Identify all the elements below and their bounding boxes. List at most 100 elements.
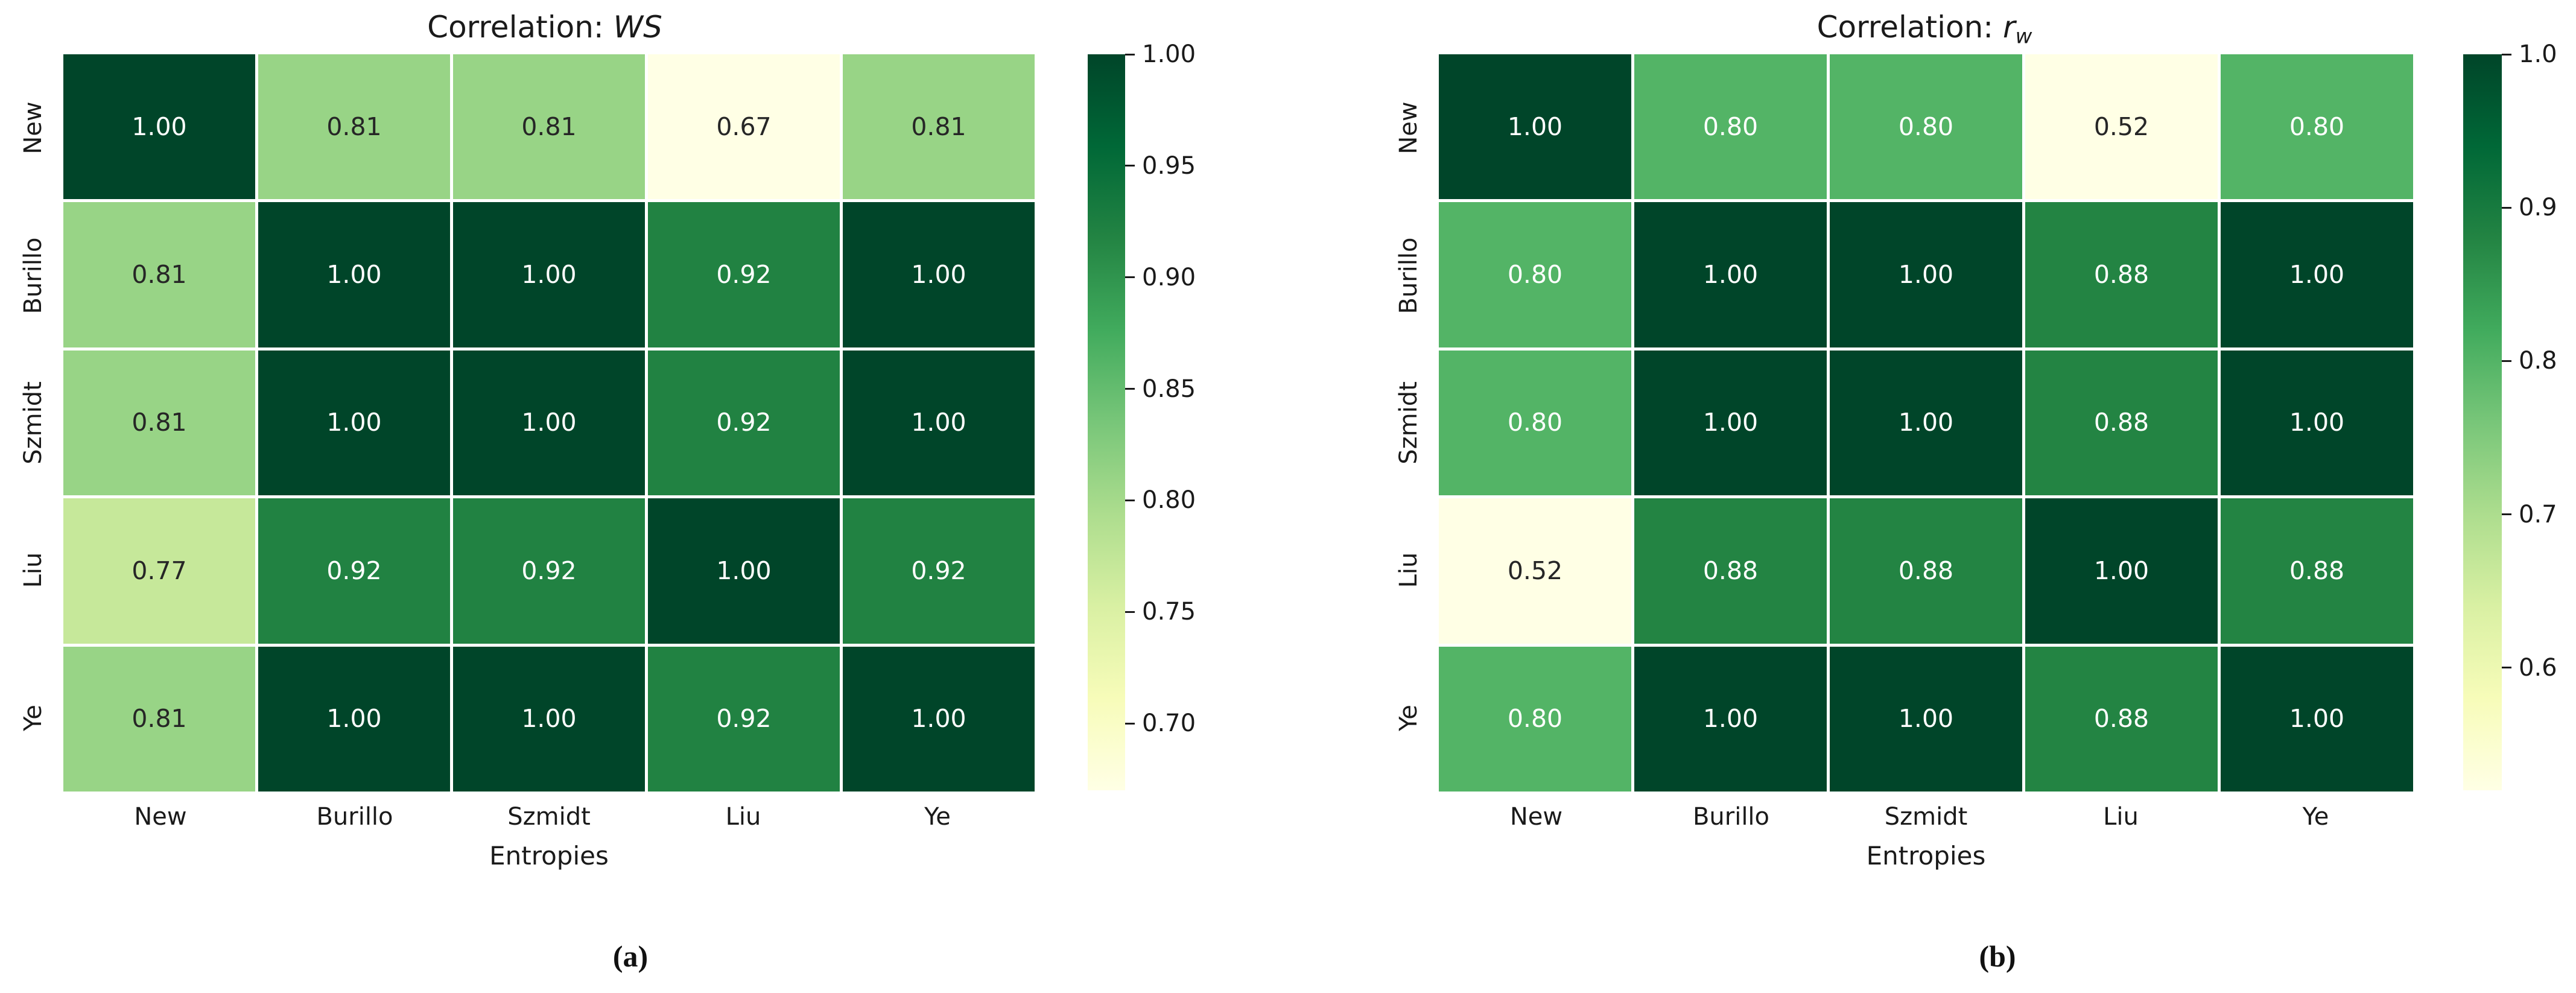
colorbar-tick [1125, 53, 1135, 56]
y-tick-label: Burillo [19, 237, 47, 314]
x-tick-label: New [134, 803, 187, 831]
cell-value: 1.00 [1898, 260, 1954, 290]
heatmap-cell: 0.52 [1439, 498, 1631, 644]
heatmap-cell: 0.92 [648, 202, 840, 347]
heatmap-cell: 0.88 [1830, 498, 2022, 644]
heatmap-grid: 1.00 0.80 0.80 0.52 0.80 0.80 1.00 1.00 0.88 1.00… [1439, 54, 2413, 792]
heatmap-cell: 0.81 [453, 54, 645, 200]
heatmap-cell: 0.81 [63, 646, 255, 792]
cell-value: 0.80 [1507, 704, 1563, 734]
colorbar-tick-label: 0.75 [1142, 598, 1196, 626]
y-tick-label: New [19, 101, 47, 154]
cell-value: 0.52 [2093, 112, 2149, 141]
cell-value: 0.88 [1898, 556, 1954, 585]
cell-value: 0.92 [521, 556, 577, 585]
heatmap-cell: 1.00 [1830, 350, 2022, 496]
cell-value: 0.88 [2093, 704, 2149, 734]
chart-title-math: WS [613, 10, 662, 45]
heatmap-cell: 1.00 [453, 350, 645, 496]
heatmap-cell: 1.00 [2221, 202, 2413, 347]
chart-title-math: r [2003, 10, 2016, 45]
cell-value: 0.81 [326, 112, 382, 141]
heatmap-cell: 0.81 [63, 350, 255, 496]
heatmap-cell: 0.81 [258, 54, 450, 200]
cell-value: 1.00 [1702, 408, 1759, 437]
x-tick-label: Liu [725, 803, 761, 831]
cell-value: 0.81 [521, 112, 577, 141]
heatmap-cell: 1.00 [258, 646, 450, 792]
heatmap-cell: 1.00 [648, 498, 840, 644]
heatmap-cell: 0.81 [63, 202, 255, 347]
heatmap-cell: 0.88 [2025, 646, 2218, 792]
heatmap-cell: 1.00 [2025, 498, 2218, 644]
heatmap-cell: 1.00 [1634, 350, 1827, 496]
cell-value: 1.00 [1898, 704, 1954, 734]
x-tick-label: Szmidt [507, 803, 591, 831]
x-tick-label: Ye [924, 803, 951, 831]
cell-value: 1.00 [326, 704, 382, 734]
heatmap-cell: 1.00 [1634, 202, 1827, 347]
heatmap-cell: 1.00 [1634, 646, 1827, 792]
y-tick-label: Ye [1395, 704, 1423, 731]
heatmap-cell: 1.00 [258, 202, 450, 347]
chart-title-prefix: Correlation: [427, 10, 614, 45]
heatmap-cell: 1.00 [2221, 646, 2413, 792]
cell-value: 1.00 [326, 408, 382, 437]
cell-value: 0.88 [2093, 408, 2149, 437]
cell-value: 0.81 [132, 704, 187, 734]
heatmap-cell: 1.00 [258, 350, 450, 496]
heatmap-cell: 1.00 [843, 646, 1035, 792]
colorbar-tick [2502, 206, 2511, 209]
x-axis-label: Entropies [1866, 841, 1986, 871]
heatmap-cell: 0.88 [2025, 350, 2218, 496]
colorbar-tick-label: 1.0 [2519, 40, 2557, 68]
colorbar-tick [2502, 53, 2511, 56]
cell-value: 0.92 [716, 408, 772, 437]
y-tick-label: Szmidt [19, 381, 47, 465]
colorbar-tick-label: 0.85 [1142, 375, 1196, 403]
cell-value: 0.92 [326, 556, 382, 585]
colorbar-tick [1125, 388, 1135, 390]
cell-value: 1.00 [911, 704, 966, 734]
colorbar-tick [1125, 722, 1135, 725]
cell-value: 0.81 [132, 408, 187, 437]
colorbar-tick-label: 0.80 [1142, 486, 1196, 515]
heatmap-cell: 0.92 [648, 646, 840, 792]
heatmap-cell: 0.88 [2025, 202, 2218, 347]
y-tick-label: Liu [19, 553, 47, 588]
colorbar-tick [1125, 276, 1135, 279]
cell-value: 1.00 [1898, 408, 1954, 437]
cell-value: 0.52 [1507, 556, 1563, 585]
cell-value: 1.00 [132, 112, 187, 141]
heatmap-cell: 0.92 [453, 498, 645, 644]
colorbar-tick-label: 1.00 [1142, 40, 1196, 68]
heatmap-cell: 0.88 [1634, 498, 1827, 644]
heatmap-grid: 1.00 0.81 0.81 0.67 0.81 0.81 1.00 1.00 0.92 1.00… [63, 54, 1035, 792]
x-tick-label: Szmidt [1884, 803, 1968, 831]
heatmap-cell: 1.00 [63, 54, 255, 200]
chart-title-prefix: Correlation: [1816, 10, 2003, 45]
cell-value: 0.80 [1507, 408, 1563, 437]
cell-value: 1.00 [521, 260, 577, 290]
chart-title: Correlation: WS [59, 12, 1030, 42]
cell-value: 0.81 [911, 112, 966, 141]
x-tick-label: New [1509, 803, 1563, 831]
cell-value: 1.00 [2289, 408, 2345, 437]
heatmap-cell: 0.80 [1439, 646, 1631, 792]
colorbar-tick-label: 0.7 [2519, 500, 2557, 528]
heatmap-cell: 1.00 [453, 202, 645, 347]
x-tick-label: Ye [2302, 803, 2329, 831]
colorbar-tick-label: 0.6 [2519, 653, 2557, 682]
heatmap-cell: 1.00 [1830, 202, 2022, 347]
y-tick-label: Szmidt [1395, 381, 1423, 465]
panel-caption: (a) [612, 939, 649, 973]
colorbar-tick [1125, 165, 1135, 167]
cell-value: 1.00 [1702, 704, 1759, 734]
chart-title: Correlation: rw [1438, 12, 2412, 47]
cell-value: 0.80 [1507, 260, 1563, 290]
heatmap-cell: 1.00 [843, 350, 1035, 496]
x-tick-label: Liu [2103, 803, 2139, 831]
x-tick-label: Burillo [316, 803, 393, 831]
panel-caption: (b) [1979, 939, 2016, 973]
